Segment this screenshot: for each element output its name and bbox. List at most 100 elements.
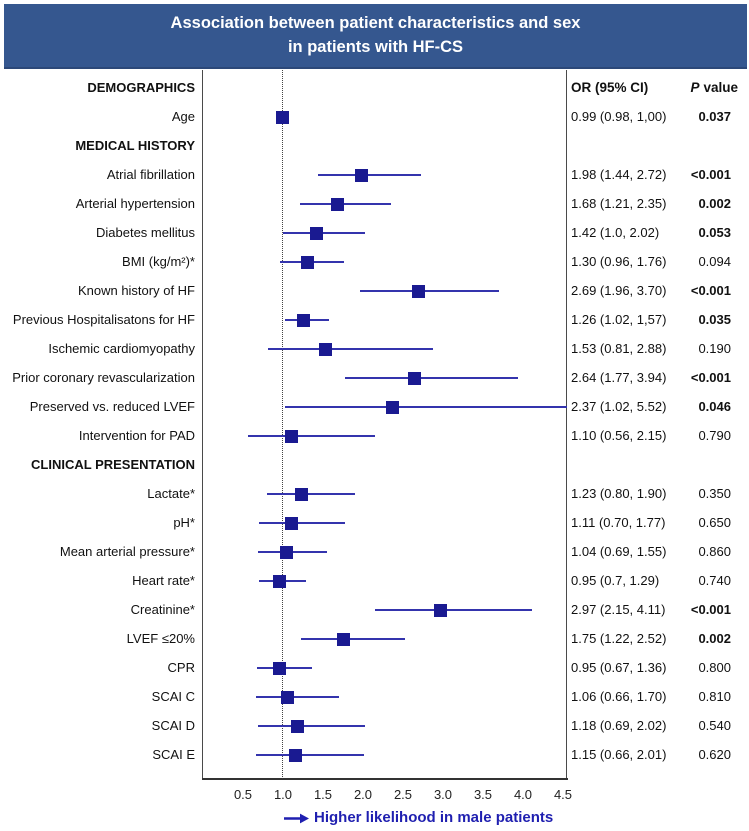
or-marker	[281, 690, 295, 704]
row-label: Diabetes mellitus	[96, 225, 195, 240]
ci-line	[267, 347, 434, 351]
p-value: 0.740	[698, 573, 731, 588]
ci-line	[259, 521, 345, 525]
or-marker	[275, 110, 289, 124]
or-value: 1.06 (0.66, 1.70)	[571, 689, 667, 704]
row-label: Intervention for PAD	[78, 428, 195, 443]
or-value: 0.99 (0.98, 1,00)	[571, 109, 667, 124]
right-arrow-icon	[284, 813, 309, 824]
reference-line	[282, 70, 283, 779]
ci-line	[258, 724, 365, 728]
x-tick-label: 3.5	[473, 787, 493, 802]
x-tick-label: 4.5	[553, 787, 573, 802]
p-value: 0.053	[698, 225, 731, 240]
or-value: 1.98 (1.44, 2.72)	[571, 167, 667, 182]
ci-line	[255, 753, 364, 757]
or-value: 2.64 (1.77, 3.94)	[571, 370, 667, 385]
x-tick-label: 0.5	[233, 787, 253, 802]
plot-right-border	[566, 70, 567, 779]
or-value: 2.37 (1.02, 5.52)	[571, 399, 667, 414]
row-label: SCAI D	[151, 718, 195, 733]
row-label: pH*	[173, 515, 195, 530]
or-value: 1.42 (1.0, 2.02)	[571, 225, 660, 240]
row-label: Heart rate*	[132, 573, 195, 588]
p-value: 0.860	[698, 544, 731, 559]
or-value: 2.97 (2.15, 4.11)	[571, 602, 666, 617]
p-value: 0.002	[698, 631, 731, 646]
ci-line	[299, 202, 391, 206]
or-marker	[300, 255, 314, 269]
p-value: <0.001	[690, 167, 731, 182]
row-label: CPR	[167, 660, 195, 675]
or-value: 1.04 (0.69, 1.55)	[571, 544, 667, 559]
p-value: 0.046	[698, 399, 731, 414]
or-marker	[386, 400, 400, 414]
or-marker	[285, 516, 299, 530]
or-marker	[294, 487, 308, 501]
row-label: Ischemic cardiomyopathy	[48, 341, 195, 356]
or-value: 0.95 (0.7, 1.29)	[571, 573, 660, 588]
p-value: 0.037	[698, 109, 731, 124]
or-value: 1.15 (0.66, 2.01)	[571, 747, 667, 762]
p-value: 0.002	[698, 196, 731, 211]
or-marker	[288, 748, 302, 762]
ci-line	[255, 695, 339, 699]
section-label: DEMOGRAPHICS	[87, 80, 195, 95]
p-header-rest: value	[703, 80, 738, 95]
row-label: Prior coronary revascularization	[12, 370, 195, 385]
title-bar: Association between patient characterist…	[4, 4, 747, 69]
row-label: Creatinine*	[130, 602, 195, 617]
or-marker	[354, 168, 368, 182]
p-header-italic: P	[690, 80, 700, 95]
or-marker	[279, 545, 293, 559]
p-value: 0.094	[698, 254, 731, 269]
p-value: 0.810	[698, 689, 731, 704]
x-tick-label: 1.5	[313, 787, 333, 802]
or-value: 1.30 (0.96, 1.76)	[571, 254, 667, 269]
row-label: Lactate*	[147, 486, 195, 501]
or-marker	[407, 371, 421, 385]
p-value: 0.350	[698, 486, 731, 501]
ci-line	[318, 173, 421, 177]
or-marker	[434, 603, 448, 617]
row-label: Age	[171, 109, 195, 124]
or-value: 1.10 (0.56, 2.15)	[571, 428, 667, 443]
row-label: Known history of HF	[77, 283, 195, 298]
row-label: LVEF ≤20%	[126, 631, 195, 646]
ci-line	[284, 405, 567, 409]
ci-line	[359, 289, 499, 293]
row-label: BMI (kg/m²)*	[122, 254, 195, 269]
row-label: Preserved vs. reduced LVEF	[29, 399, 195, 414]
row-label: SCAI E	[152, 747, 195, 762]
chart-title-line1: Association between patient characterist…	[170, 14, 581, 33]
chart-title-line2: in patients with HF-CS	[287, 37, 464, 56]
or-marker	[336, 632, 350, 646]
row-label: SCAI C	[151, 689, 195, 704]
or-value: 1.23 (0.80, 1.90)	[571, 486, 667, 501]
row-label: Atrial fibrillation	[106, 167, 195, 182]
row-label: Arterial hypertension	[75, 196, 195, 211]
x-tick-label: 1.0	[273, 787, 293, 802]
ci-line	[375, 608, 532, 612]
or-marker	[318, 342, 332, 356]
p-value: <0.001	[690, 602, 731, 617]
or-value: 1.11 (0.70, 1.77)	[571, 515, 666, 530]
x-tick-label: 3.0	[433, 787, 453, 802]
or-column-header: OR (95% CI)	[571, 80, 649, 95]
x-axis-line	[202, 778, 568, 780]
ci-line	[344, 376, 519, 380]
or-marker	[310, 226, 324, 240]
p-value: 0.650	[698, 515, 731, 530]
p-value: 0.790	[698, 428, 731, 443]
or-value: 1.18 (0.69, 2.02)	[571, 718, 667, 733]
or-marker	[272, 574, 286, 588]
x-tick-label: 2.0	[353, 787, 373, 802]
ci-line	[267, 492, 355, 496]
or-value: 1.26 (1.02, 1,57)	[571, 312, 667, 327]
x-tick-label: 4.0	[513, 787, 533, 802]
or-marker	[330, 197, 344, 211]
p-value: 0.035	[698, 312, 731, 327]
x-axis-note: Higher likelihood in male patients	[314, 809, 554, 826]
x-tick-label: 2.5	[393, 787, 413, 802]
